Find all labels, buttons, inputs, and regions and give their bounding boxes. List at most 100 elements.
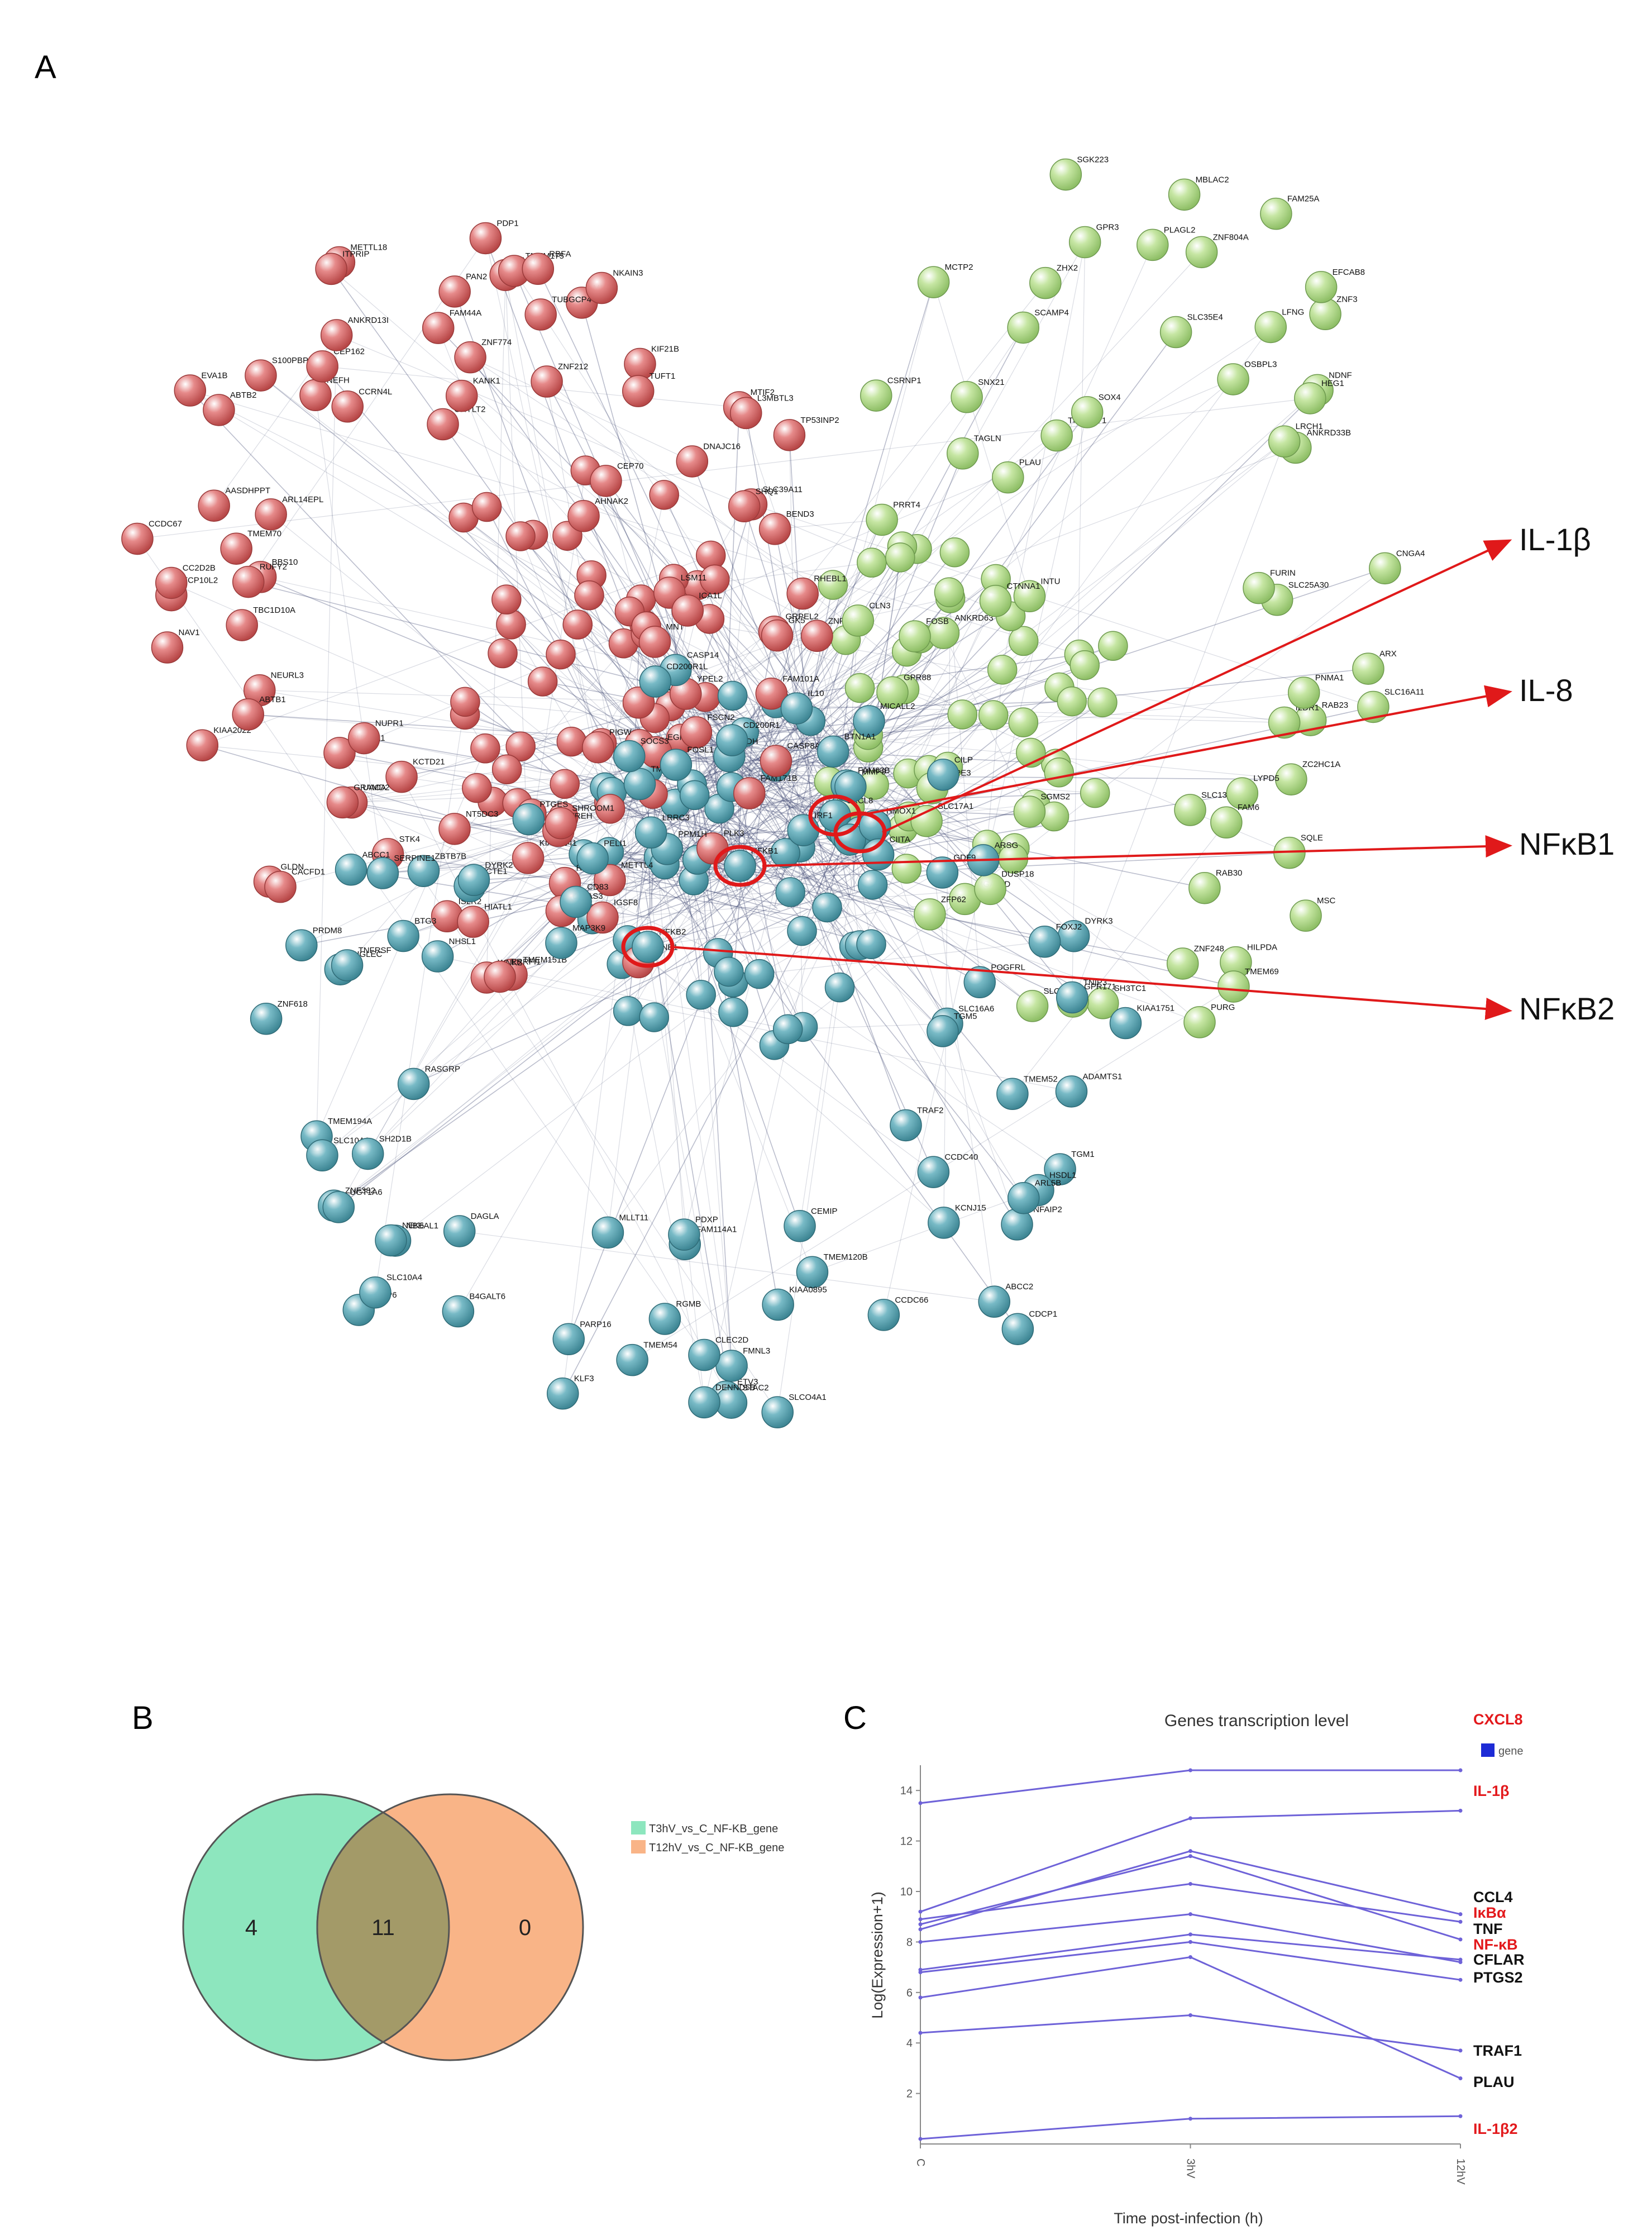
network-node-ball xyxy=(660,749,693,781)
network-node-ball xyxy=(255,498,287,531)
network-edge xyxy=(510,624,609,793)
network-node-label: DENND5B xyxy=(715,1383,756,1392)
series-point xyxy=(918,2137,923,2141)
network-node-ball xyxy=(928,1207,960,1239)
network-node-label: FMNL3 xyxy=(743,1346,770,1356)
network-node-ball xyxy=(220,532,252,565)
network-node-label: TMEM52 xyxy=(1024,1074,1058,1084)
network-node-label: ARL14EPL xyxy=(282,495,323,504)
network-node: CCDC66 xyxy=(867,1295,928,1331)
network-edge xyxy=(986,669,1003,845)
network-node-ball xyxy=(552,1323,585,1356)
network-node: ZBTB7B xyxy=(407,851,466,888)
network-node-ball xyxy=(331,949,364,981)
network-edge xyxy=(778,713,948,1024)
network-node-ball xyxy=(155,566,188,599)
network-node: FAM44A xyxy=(422,308,481,344)
network-node-ball xyxy=(326,786,359,819)
network-node-ball xyxy=(427,408,459,441)
network-node-label: OSBPL3 xyxy=(1244,360,1277,369)
network-node-ball xyxy=(1028,926,1061,958)
network-node-ball xyxy=(1185,236,1218,269)
network-node: TMEM52 xyxy=(996,1074,1058,1111)
network-node-label: METTL18 xyxy=(350,243,387,252)
network-edge xyxy=(505,275,628,941)
network-edge xyxy=(260,576,676,670)
network-node-label: ARL5B xyxy=(1035,1179,1062,1188)
network-node: HIATL1 xyxy=(457,902,512,938)
network-node-label: NDNF xyxy=(1329,370,1352,380)
callout-label: IL-8 xyxy=(1519,673,1573,708)
network-node-label: KLF3 xyxy=(574,1374,594,1384)
network-node-ball xyxy=(796,1256,829,1288)
network-node: KANK1 xyxy=(445,377,500,412)
network-node-ball xyxy=(1188,871,1221,904)
network-node-label: DYRK3 xyxy=(1085,917,1113,926)
network-node-label: NHSL1 xyxy=(449,937,476,946)
network-node: NT5DC3 xyxy=(438,809,498,845)
network-node-ball xyxy=(876,676,909,709)
network-node-label: TRAF2 xyxy=(917,1106,944,1115)
network-node: PARP16 xyxy=(552,1319,612,1356)
series-label: TNF xyxy=(1473,1921,1502,1937)
network-node-ball xyxy=(680,716,713,749)
venn-count-right-only: 0 xyxy=(519,1915,531,1940)
network-node-ball xyxy=(890,1109,922,1142)
network-node-label: NT5DC3 xyxy=(466,809,498,819)
network-node: FMNL3 xyxy=(715,1346,770,1382)
network-edge xyxy=(849,792,1095,803)
network-node-label: TUBGCP4 xyxy=(552,295,591,304)
network-node-ball xyxy=(947,437,979,470)
network-node: SGMS2 xyxy=(1013,792,1070,828)
network-edge xyxy=(724,800,791,893)
network-node-ball xyxy=(590,465,622,497)
network-node-label: IGSF8 xyxy=(614,898,638,907)
network-node: CLEC2D xyxy=(688,1336,748,1371)
network-edge xyxy=(1012,822,1227,1094)
network-node-ball xyxy=(978,1285,1010,1318)
network-node-ball xyxy=(1055,1075,1088,1108)
network-node-label: PLAU xyxy=(1019,458,1041,468)
network-edge xyxy=(736,776,789,1030)
network-edge xyxy=(709,618,775,749)
network-node-label: ANKRD63 xyxy=(954,613,993,623)
network-node-label: ARX xyxy=(1379,649,1397,659)
network-node-label: HEG1 xyxy=(1321,379,1344,388)
series-label: TRAF1 xyxy=(1473,2042,1522,2059)
network-node-label: LSM11 xyxy=(681,573,706,583)
network-node-ball xyxy=(733,777,766,809)
network-node xyxy=(1080,778,1110,808)
network-node: NAV1 xyxy=(151,628,200,664)
network-edge xyxy=(562,784,641,1394)
series-line xyxy=(920,1809,1461,1913)
network-node-ball xyxy=(1007,311,1039,344)
network-edge xyxy=(331,268,1014,859)
network-edge xyxy=(657,827,1019,1330)
network-node-ball xyxy=(1357,690,1390,723)
network-node-label: CSRNP1 xyxy=(887,376,922,385)
network-node-ball xyxy=(622,375,655,407)
series-point xyxy=(1458,2114,1463,2118)
network-node: ZNF774 xyxy=(454,338,512,374)
network-node: SNX21 xyxy=(951,378,1005,413)
network-edge xyxy=(652,549,918,892)
network-node-label: SOCS3 xyxy=(641,737,669,746)
network-node: MSC xyxy=(1290,896,1336,932)
network-node-ball xyxy=(951,381,983,413)
network-node-label: NUPR1 xyxy=(375,719,404,728)
network-node-label: TMEM120B xyxy=(823,1252,867,1262)
network-node-ball xyxy=(927,1015,959,1047)
network-node: PDXP xyxy=(668,1215,718,1251)
network-node-label: TAGLN xyxy=(974,434,1001,444)
network-edge xyxy=(653,839,851,1018)
network-node-label: GPR88 xyxy=(904,673,931,682)
network-node-ball xyxy=(591,1216,624,1249)
network-node xyxy=(978,700,1009,730)
network-node-label: SHROOM1 xyxy=(572,804,614,813)
network-node: MLLT11 xyxy=(591,1213,648,1249)
network-node: SLC35E4 xyxy=(1159,313,1223,349)
network-node-ball xyxy=(1275,763,1307,795)
venn-legend-label-t3hv: T3hV_vs_C_NF-KB_gene xyxy=(649,1823,778,1835)
network-node-label: POGFRL xyxy=(991,962,1025,972)
network-node: LRRC3 xyxy=(634,813,690,849)
